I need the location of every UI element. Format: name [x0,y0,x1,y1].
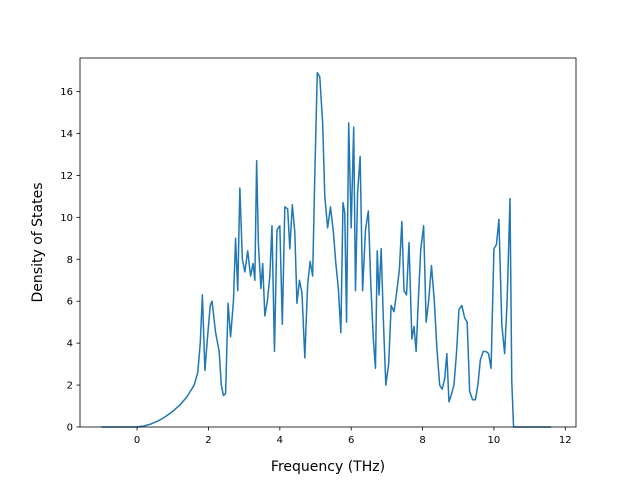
x-axis-title: Frequency (THz) [271,459,385,475]
x-tick-label: 4 [277,435,283,446]
y-tick-label: 4 [67,339,73,350]
x-axis: 0 2 4 6 8 10 12 [134,427,572,446]
x-tick-label: 12 [559,435,572,446]
x-tick-label: 10 [488,435,501,446]
axes-frame [79,57,577,428]
y-tick-label: 16 [60,87,73,98]
y-tick-label: 12 [60,171,73,182]
y-tick-label: 0 [67,423,73,434]
y-axis-title: Density of States [30,183,46,303]
x-tick-label: 8 [419,435,425,446]
x-tick-label: 2 [205,435,211,446]
y-tick-label: 2 [67,381,73,392]
dos-series-line [101,71,552,428]
y-tick-label: 8 [67,255,73,266]
y-tick-label: 6 [67,297,73,308]
y-axis: 0 2 4 6 8 10 12 14 16 [60,87,80,434]
y-tick-label: 14 [60,129,73,140]
plot-area [101,71,552,428]
x-tick-label: 6 [348,435,354,446]
x-tick-label: 0 [134,435,140,446]
y-tick-label: 10 [60,213,73,224]
